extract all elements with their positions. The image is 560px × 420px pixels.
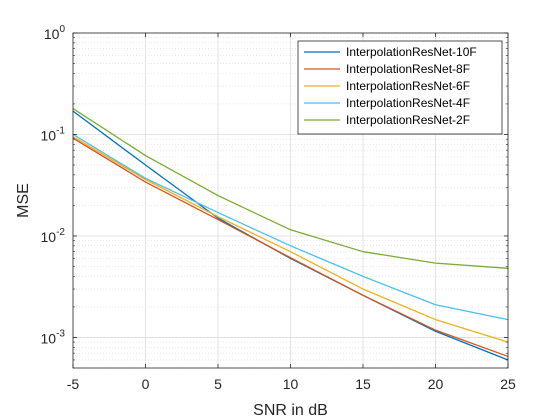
x-axis-label: SNR in dB xyxy=(253,402,328,419)
y-tick-label: 100 xyxy=(44,24,66,42)
x-tick-label: 10 xyxy=(283,376,299,392)
legend-label-4: InterpolationResNet-4F xyxy=(346,96,470,110)
series-line-2 xyxy=(72,137,509,358)
x-tick-label: 15 xyxy=(355,376,371,392)
y-tick-label: 10-3 xyxy=(41,328,66,346)
series-lines xyxy=(72,108,509,361)
legend-label-1: InterpolationResNet-10F xyxy=(346,45,477,59)
x-tick-label: -5 xyxy=(67,376,80,392)
series-line-3 xyxy=(72,136,509,343)
y-tick-label: 10-2 xyxy=(41,227,66,245)
legend-box xyxy=(297,40,503,135)
y-tick-label: 10-1 xyxy=(41,125,66,143)
series-line-5 xyxy=(72,108,509,269)
legend-label-3: InterpolationResNet-6F xyxy=(346,79,470,93)
series-line-4 xyxy=(72,133,509,321)
x-tick-label: 25 xyxy=(500,376,516,392)
x-tick-label: 20 xyxy=(428,376,444,392)
y-axis-label: MSE xyxy=(15,183,32,218)
legend: InterpolationResNet-10F InterpolationResN… xyxy=(297,40,503,135)
x-axis-ticks: -5 0 5 10 15 20 25 xyxy=(67,33,516,392)
x-tick-label: 0 xyxy=(142,376,150,392)
y-axis-ticks: 10-3 10-2 10-1 100 xyxy=(41,24,508,369)
legend-label-5: InterpolationResNet-2F xyxy=(346,113,470,127)
x-tick-label: 5 xyxy=(214,376,222,392)
legend-label-2: InterpolationResNet-8F xyxy=(346,62,470,76)
